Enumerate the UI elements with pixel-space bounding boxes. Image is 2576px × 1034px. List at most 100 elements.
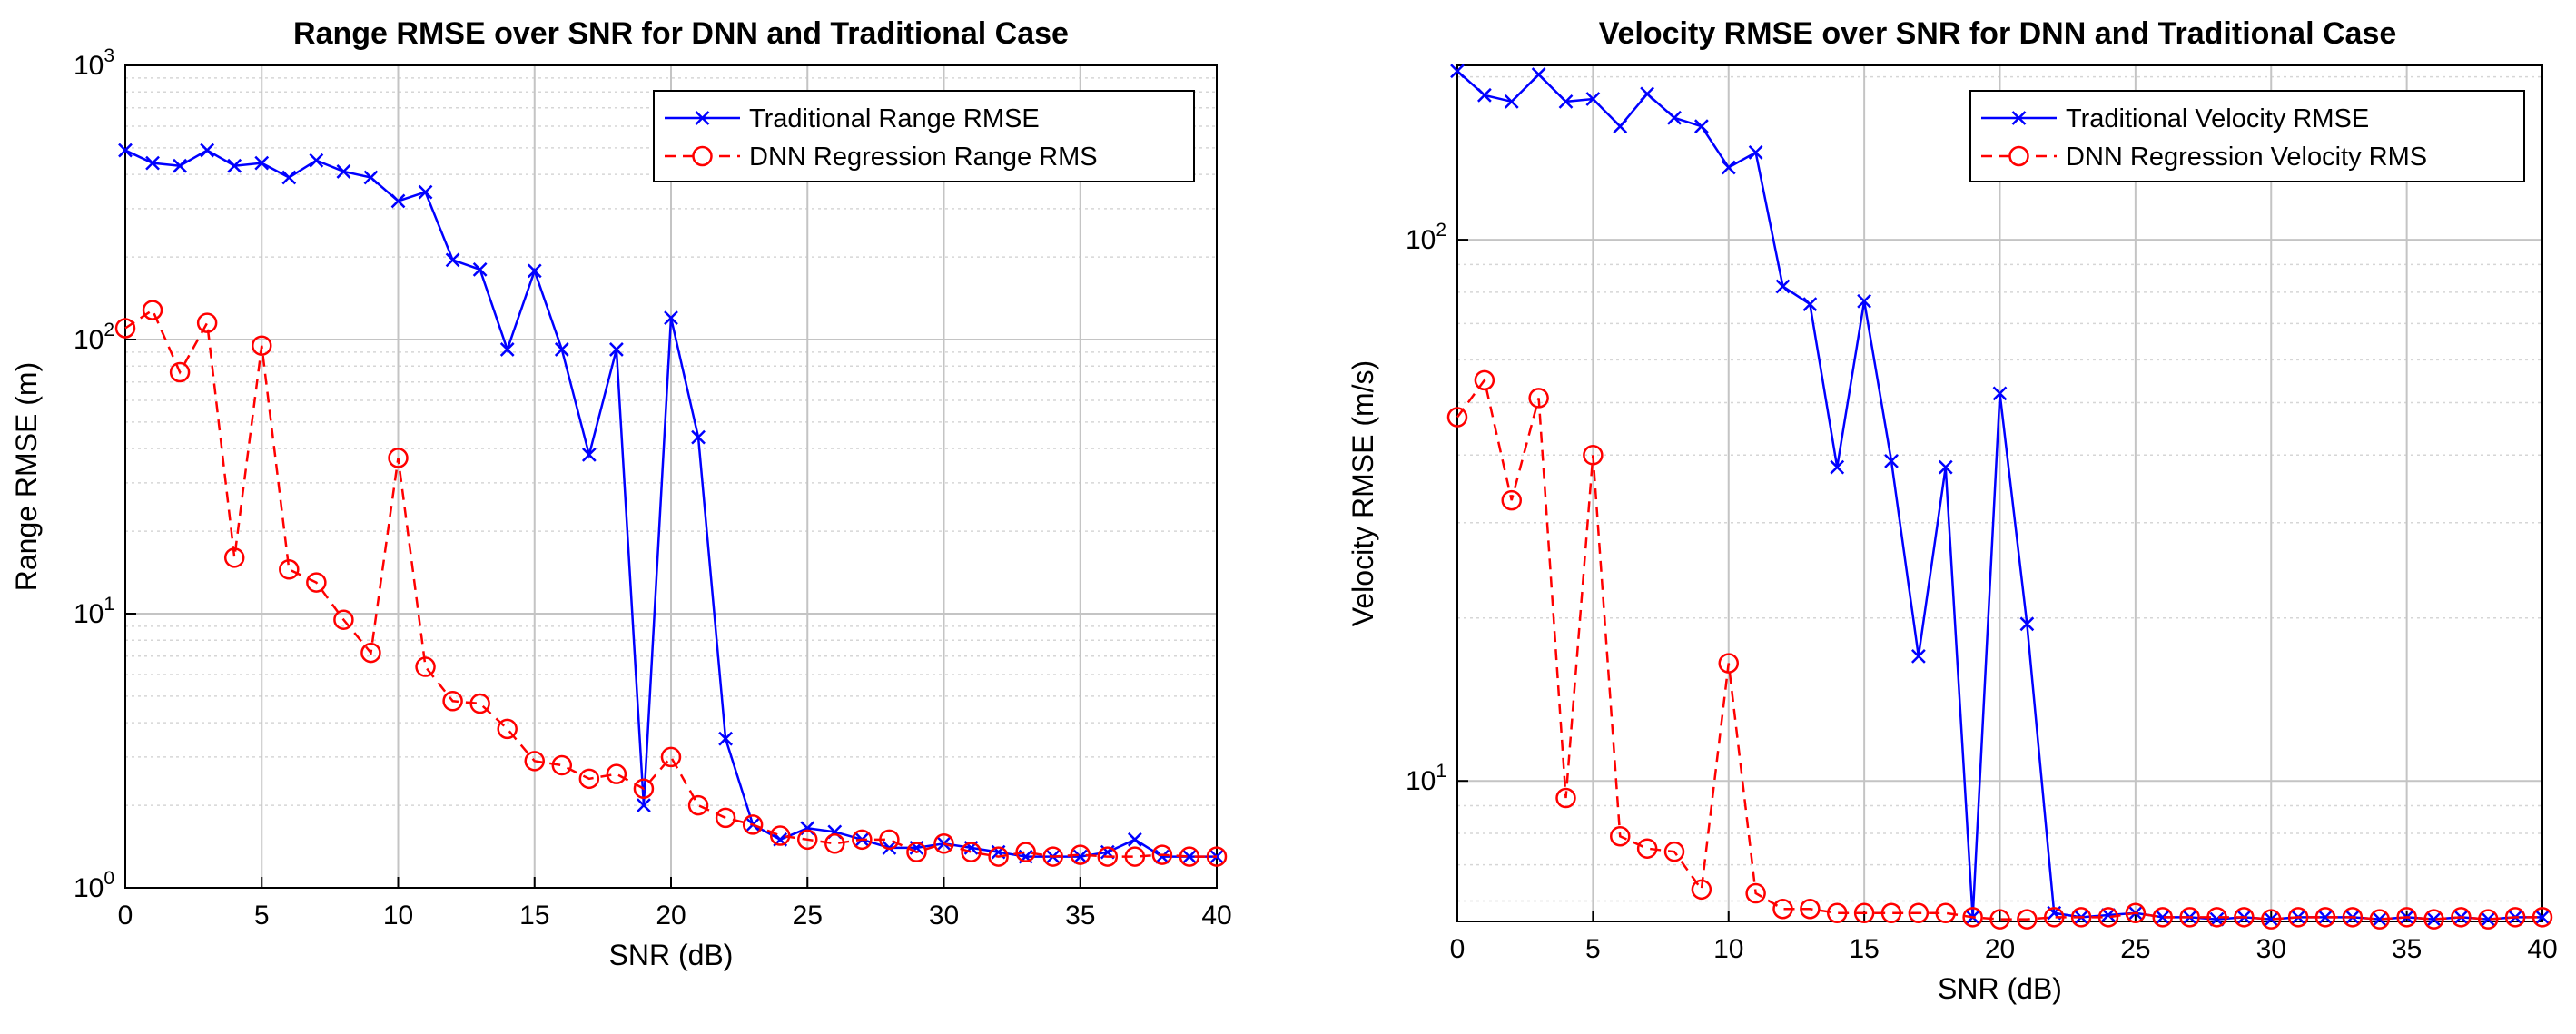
data-point [196, 312, 218, 333]
x-tick-label: 15 [1849, 934, 1879, 964]
data-point [664, 310, 678, 325]
data-point [2101, 908, 2116, 922]
data-point [933, 833, 954, 854]
data-point [2206, 907, 2227, 928]
data-point [223, 547, 245, 568]
data-point [1962, 907, 1983, 928]
data-point [1450, 64, 1465, 79]
data-point [2535, 910, 2550, 925]
data-point [1558, 94, 1574, 109]
x-tick-label: 25 [793, 901, 823, 931]
data-point [2478, 909, 2499, 930]
legend-label: Traditional Range RMSE [749, 104, 1040, 133]
data-point [1501, 489, 1522, 511]
data-point [988, 846, 1009, 867]
data-point [581, 448, 597, 462]
legend: Traditional Range RMSE DNN Regression Ran… [653, 90, 1195, 182]
legend-marker [692, 145, 713, 167]
data-point [797, 829, 818, 851]
data-point [1446, 407, 1468, 428]
data-point [2318, 910, 2333, 925]
y-tick-exponent: 3 [104, 45, 114, 66]
data-point [2097, 907, 2119, 928]
data-point [1585, 92, 1601, 106]
data-point [633, 778, 655, 800]
data-point [769, 825, 791, 846]
legend-box [653, 90, 1195, 182]
data-point [499, 342, 515, 357]
x-tick-label: 0 [118, 901, 133, 931]
data-point [1772, 898, 1793, 920]
data-point [1640, 86, 1655, 102]
data-point [309, 153, 324, 168]
data-point [1015, 842, 1036, 862]
data-point [227, 158, 242, 173]
data-point [1636, 838, 1658, 859]
data-point [1718, 653, 1739, 674]
data-point [1070, 844, 1091, 865]
data-point [1691, 879, 1712, 901]
data-point [390, 193, 406, 209]
data-point [1124, 846, 1146, 867]
data-point [2152, 907, 2173, 928]
data-point [1745, 882, 1766, 904]
x-tick-label: 5 [1585, 934, 1601, 964]
y-tick-base: 10 [74, 325, 104, 355]
data-point [637, 798, 651, 812]
legend-box [1969, 90, 2525, 182]
data-point [2426, 911, 2442, 927]
y-tick-base: 10 [74, 599, 104, 629]
y-tick-label: 101 [74, 594, 114, 629]
data-point [200, 143, 215, 158]
data-point [415, 656, 436, 677]
data-point [1910, 648, 1926, 664]
x-tick-label: 40 [1201, 901, 1231, 931]
x-tick-label: 15 [519, 901, 549, 931]
data-point [906, 842, 927, 862]
data-point [824, 833, 845, 854]
data-point [1476, 87, 1492, 103]
data-point [173, 158, 187, 173]
legend-marker [2008, 145, 2029, 167]
y-tick-label: 102 [74, 320, 114, 355]
data-point [114, 318, 136, 339]
data-point [691, 429, 706, 445]
data-point [2017, 909, 2038, 930]
y-axis-label: Velocity RMSE (m/s) [1347, 360, 1379, 626]
legend-marker [2011, 111, 2027, 125]
x-axis-label: SNR (dB) [1938, 972, 2062, 1005]
x-tick-label: 5 [254, 901, 270, 931]
data-point [1775, 279, 1791, 294]
data-point [2044, 907, 2065, 928]
data-point [715, 807, 736, 829]
data-point [169, 361, 191, 383]
data-point [2314, 907, 2336, 928]
y-tick-exponent: 1 [104, 594, 114, 615]
data-point [1610, 825, 1631, 847]
data-point [1072, 849, 1088, 864]
x-tick-label: 10 [383, 901, 413, 931]
y-tick-label: 101 [1406, 761, 1446, 796]
data-point [1884, 453, 1899, 468]
data-point [2372, 911, 2387, 927]
data-point [1663, 841, 1685, 862]
data-point [2261, 909, 2282, 930]
data-point [118, 143, 133, 158]
x-tick-label: 10 [1713, 934, 1743, 964]
data-point [2532, 907, 2553, 928]
data-point [1555, 787, 1576, 809]
data-point [524, 751, 545, 772]
data-point [2125, 902, 2147, 924]
data-point [360, 642, 381, 664]
data-point [2019, 616, 2035, 632]
y-tick-base: 10 [1406, 225, 1436, 255]
data-point [142, 300, 163, 320]
data-point [578, 768, 600, 790]
data-point [1938, 459, 1953, 475]
data-point [1935, 902, 1956, 924]
data-point [2209, 911, 2225, 927]
data-point [2396, 907, 2417, 928]
data-point [2369, 909, 2390, 930]
data-point [2423, 909, 2444, 930]
